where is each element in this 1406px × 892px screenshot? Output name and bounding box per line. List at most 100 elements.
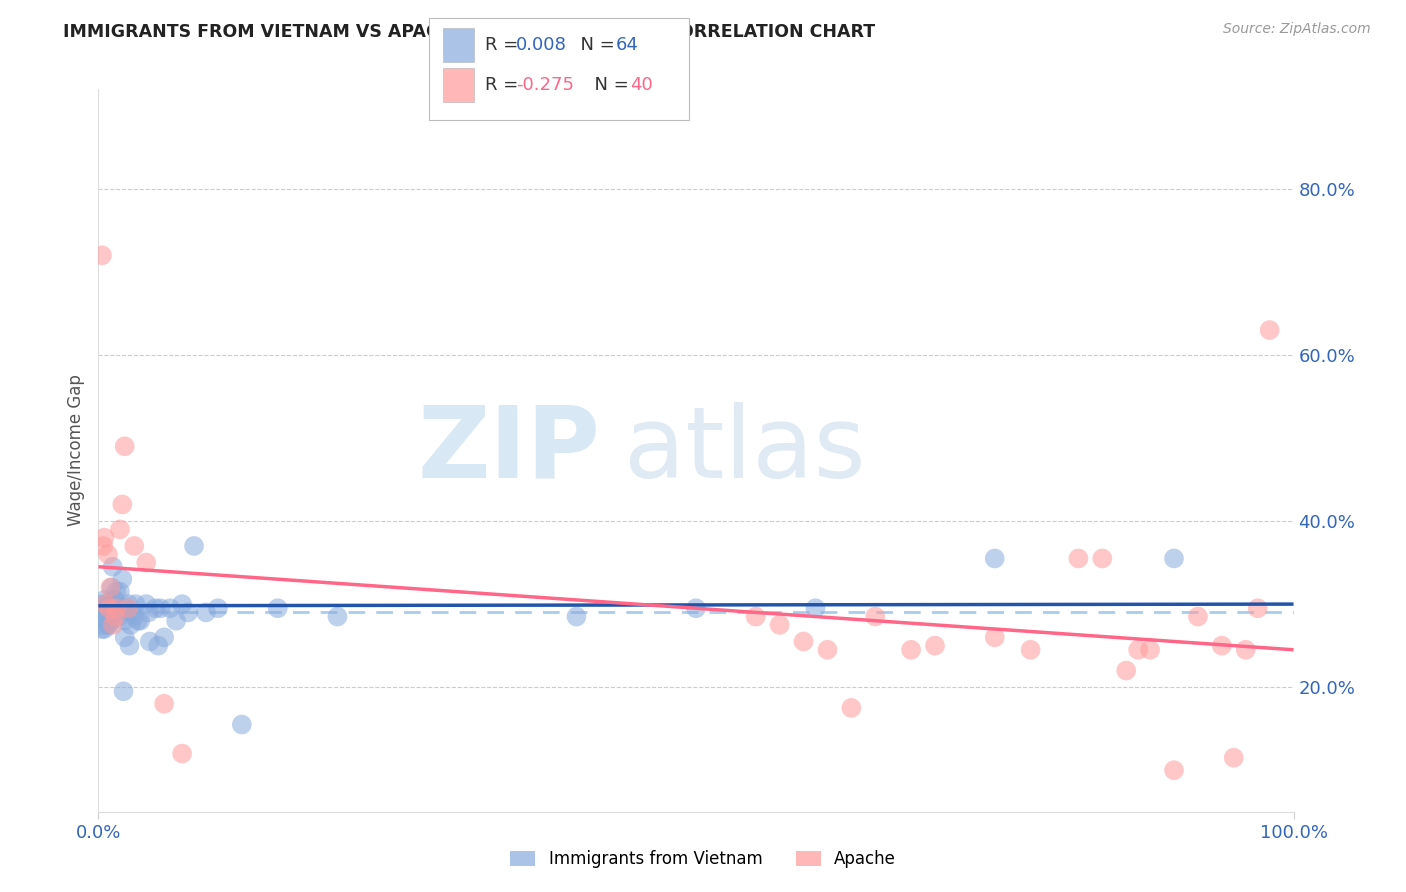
Point xyxy=(93,531,115,545)
Point xyxy=(114,614,136,628)
Point xyxy=(96,601,118,615)
Point xyxy=(1247,601,1270,615)
Point xyxy=(135,556,157,570)
Point xyxy=(120,618,142,632)
Point xyxy=(107,609,129,624)
Point xyxy=(793,634,815,648)
Point xyxy=(97,618,120,632)
Point xyxy=(90,609,112,624)
Point xyxy=(93,593,115,607)
Point xyxy=(124,597,146,611)
Point xyxy=(111,498,134,512)
Point xyxy=(165,614,187,628)
Point xyxy=(105,584,128,599)
Text: 0.008: 0.008 xyxy=(516,36,567,54)
Point xyxy=(1211,639,1233,653)
Point xyxy=(101,618,124,632)
Text: atlas: atlas xyxy=(624,402,866,499)
Point xyxy=(1258,323,1281,337)
Point xyxy=(115,601,138,615)
Point xyxy=(94,597,117,611)
Point xyxy=(94,609,117,624)
Point xyxy=(104,609,127,624)
Point xyxy=(1091,551,1114,566)
Point xyxy=(114,630,136,644)
Point xyxy=(91,601,114,615)
Point xyxy=(768,618,790,632)
Text: R =: R = xyxy=(485,76,524,94)
Point xyxy=(685,601,707,615)
Point xyxy=(984,551,1007,566)
Point xyxy=(865,609,887,624)
Point xyxy=(207,601,229,615)
Point xyxy=(98,614,122,628)
Point xyxy=(104,593,127,607)
Point xyxy=(267,601,290,615)
Point xyxy=(172,597,194,611)
Point xyxy=(177,606,200,620)
Point xyxy=(148,639,170,653)
Point xyxy=(108,584,131,599)
Point xyxy=(153,630,176,644)
Point xyxy=(98,581,122,595)
Y-axis label: Wage/Income Gap: Wage/Income Gap xyxy=(66,375,84,526)
Point xyxy=(984,630,1007,644)
Point xyxy=(97,614,120,628)
Point xyxy=(153,697,176,711)
Point xyxy=(159,601,181,615)
Point xyxy=(124,609,146,624)
Point xyxy=(326,609,349,624)
Point xyxy=(118,639,141,653)
Point xyxy=(101,559,124,574)
Point xyxy=(96,597,118,611)
Point xyxy=(124,539,146,553)
Point xyxy=(1067,551,1090,566)
Point xyxy=(98,601,121,615)
Point xyxy=(105,601,128,615)
Point xyxy=(91,539,114,553)
Text: ZIP: ZIP xyxy=(418,402,600,499)
Point xyxy=(112,684,135,698)
Text: 40: 40 xyxy=(630,76,652,94)
Point xyxy=(183,539,205,553)
Point xyxy=(135,597,157,611)
Point xyxy=(1115,664,1137,678)
Point xyxy=(1163,763,1185,777)
Point xyxy=(100,581,122,595)
Point xyxy=(1128,642,1150,657)
Point xyxy=(745,609,768,624)
Point xyxy=(93,606,115,620)
Text: R =: R = xyxy=(485,36,524,54)
Point xyxy=(103,597,125,611)
Text: N =: N = xyxy=(569,36,621,54)
Point xyxy=(145,601,167,615)
Point xyxy=(231,717,253,731)
Point xyxy=(815,642,838,657)
Point xyxy=(108,522,131,536)
Point xyxy=(91,618,114,632)
Text: N =: N = xyxy=(583,76,636,94)
Point xyxy=(117,597,139,611)
Point xyxy=(114,439,136,453)
Text: Source: ZipAtlas.com: Source: ZipAtlas.com xyxy=(1223,22,1371,37)
Legend: Immigrants from Vietnam, Apache: Immigrants from Vietnam, Apache xyxy=(503,844,903,875)
Point xyxy=(924,639,946,653)
Point xyxy=(565,609,588,624)
Point xyxy=(129,614,152,628)
Text: -0.275: -0.275 xyxy=(516,76,574,94)
Point xyxy=(91,597,114,611)
Point xyxy=(1223,750,1246,764)
Point xyxy=(127,614,149,628)
Point xyxy=(804,601,827,615)
Point xyxy=(149,601,172,615)
Point xyxy=(172,747,194,761)
Point xyxy=(1234,642,1257,657)
Point xyxy=(94,606,117,620)
Point xyxy=(93,622,115,636)
Point xyxy=(98,618,121,632)
Point xyxy=(98,609,121,624)
Point xyxy=(111,572,134,586)
Point xyxy=(91,622,114,636)
Point xyxy=(1139,642,1161,657)
Point xyxy=(96,614,118,628)
